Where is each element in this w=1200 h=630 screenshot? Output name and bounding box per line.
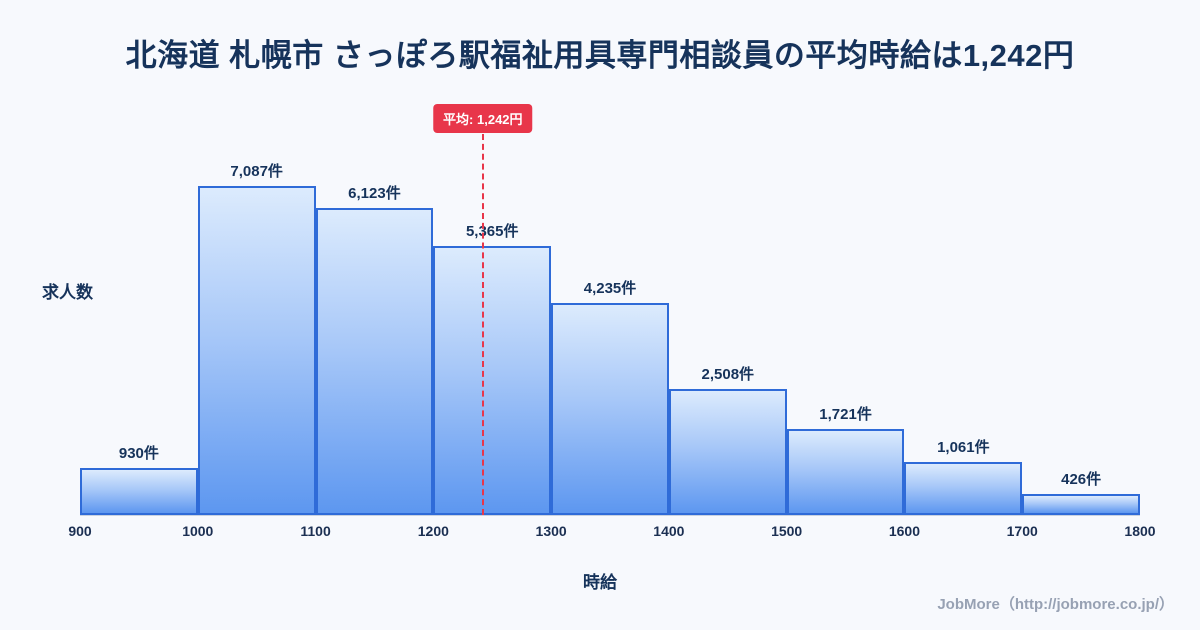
x-tick-label: 1800: [1124, 523, 1156, 539]
x-tick-label: 1300: [535, 523, 567, 539]
bar-value-label: 5,365件: [465, 223, 519, 241]
x-tick-label: 900: [68, 523, 92, 539]
x-tick-label: 1400: [653, 523, 685, 539]
bar-value-label: 426件: [1061, 470, 1102, 488]
bar-group: 1,061件: [904, 160, 1023, 515]
histogram-bar: [433, 246, 552, 515]
bar-value-label: 4,235件: [583, 279, 637, 297]
histogram-bar: [904, 461, 1023, 515]
bar-value-label: 930件: [118, 445, 159, 463]
bar-group: 6,123件: [315, 160, 434, 515]
average-badge: 平均: 1,242円: [433, 104, 533, 133]
histogram-bar: [80, 468, 198, 515]
bar-group: 4,235件: [551, 160, 669, 515]
histogram-bar: [1022, 493, 1141, 515]
bar-group: 930件: [80, 160, 198, 515]
histogram-bar: [786, 428, 905, 515]
bars-row: 930件 7,087件 6,123件 5,365件 4,235件 2,508件 1,721件…: [80, 160, 1141, 515]
page-title: 北海道 札幌市 さっぽろ駅福祉用具専門相談員の平均時給は1,242円: [125, 38, 1075, 73]
bar-value-label: 7,087件: [230, 163, 283, 180]
bar-group: 2,508件: [668, 160, 787, 515]
bar-value-label: 1,721件: [819, 405, 872, 423]
x-axis-ticks: 900 1000 1100 1200 1300 1400 1500 1600 1700 1800: [68, 515, 1155, 539]
bar-value-label: 1,061件: [937, 438, 990, 456]
footer-credit: JobMore（http://jobmore.co.jp/）: [937, 596, 1174, 613]
x-tick-label: 1600: [888, 523, 921, 539]
bar-value-label: 6,123件: [348, 185, 401, 203]
x-tick-label: 1500: [771, 523, 803, 539]
bar-group: 7,087件: [197, 160, 316, 515]
average-line: [481, 134, 484, 515]
bar-group: 5,365件: [433, 160, 552, 515]
y-axis-label: 求人数: [42, 283, 93, 302]
x-tick-label: 1200: [417, 523, 449, 539]
x-tick-label: 1700: [1006, 523, 1038, 539]
x-axis-label: 時給: [583, 573, 617, 592]
bar-group: 1,721件: [786, 160, 905, 515]
histogram-bar: [197, 186, 316, 515]
histogram-bar: [315, 208, 434, 515]
x-tick-label: 1000: [182, 523, 214, 539]
bar-group: 426件: [1022, 160, 1141, 515]
plot-area: 930件 7,087件 6,123件 5,365件 4,235件 2,508件 1,721件…: [68, 104, 1156, 539]
histogram-bar: [668, 389, 787, 515]
histogram-bar: [551, 302, 669, 515]
bar-value-label: 2,508件: [701, 366, 755, 384]
x-tick-label: 1100: [300, 523, 331, 539]
